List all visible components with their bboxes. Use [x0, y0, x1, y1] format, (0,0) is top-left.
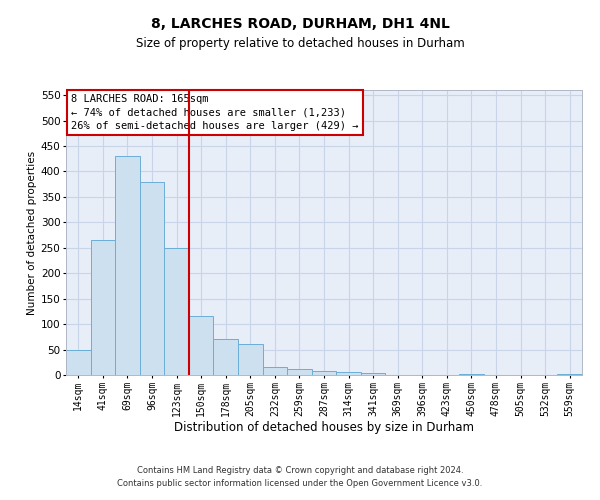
Bar: [140, 182, 164, 375]
X-axis label: Distribution of detached houses by size in Durham: Distribution of detached houses by size …: [174, 422, 474, 434]
Text: Contains HM Land Registry data © Crown copyright and database right 2024.
Contai: Contains HM Land Registry data © Crown c…: [118, 466, 482, 487]
Bar: [336, 372, 361, 375]
Text: 8 LARCHES ROAD: 165sqm
← 74% of detached houses are smaller (1,233)
26% of semi-: 8 LARCHES ROAD: 165sqm ← 74% of detached…: [71, 94, 359, 130]
Text: 8, LARCHES ROAD, DURHAM, DH1 4NL: 8, LARCHES ROAD, DURHAM, DH1 4NL: [151, 18, 449, 32]
Y-axis label: Number of detached properties: Number of detached properties: [26, 150, 37, 314]
Bar: [459, 374, 484, 375]
Bar: [214, 340, 238, 375]
Bar: [557, 374, 582, 375]
Bar: [361, 374, 385, 375]
Text: Size of property relative to detached houses in Durham: Size of property relative to detached ho…: [136, 38, 464, 51]
Bar: [115, 156, 140, 375]
Bar: [164, 248, 189, 375]
Bar: [189, 316, 214, 375]
Bar: [263, 368, 287, 375]
Bar: [91, 240, 115, 375]
Bar: [238, 344, 263, 375]
Bar: [66, 350, 91, 375]
Bar: [287, 369, 312, 375]
Bar: [312, 371, 336, 375]
